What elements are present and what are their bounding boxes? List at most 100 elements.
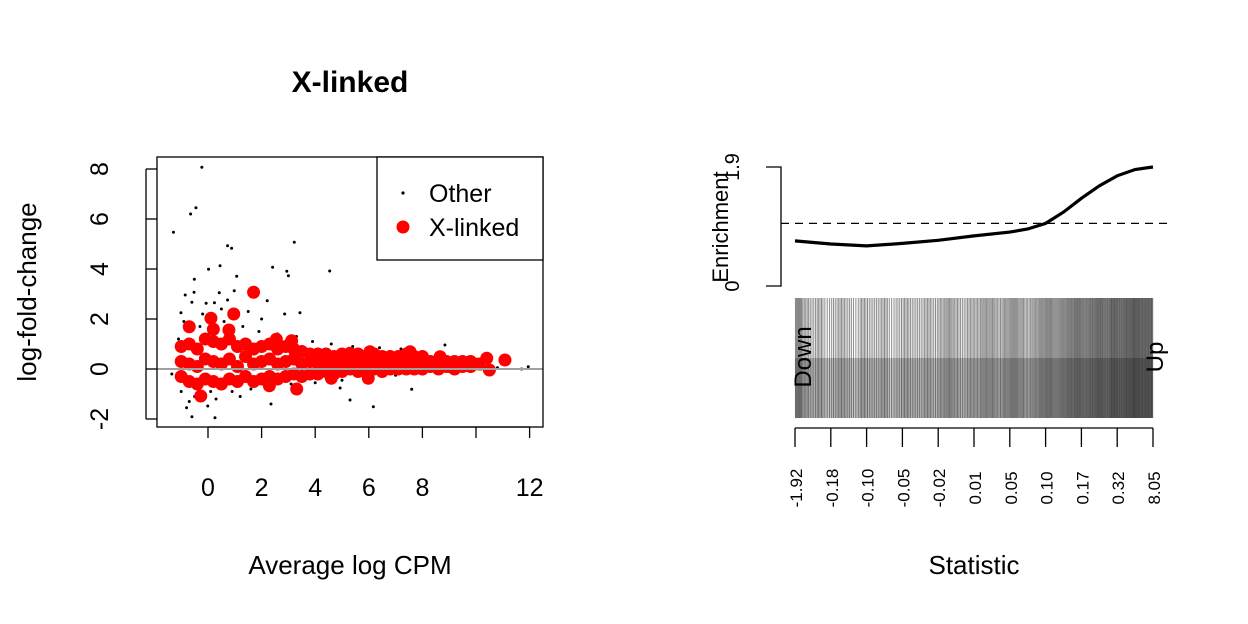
other-point (241, 325, 245, 328)
down-label: Down (790, 326, 817, 387)
x-tick-label: 0.17 (1073, 471, 1092, 504)
x-linked-point (290, 382, 304, 396)
other-point (201, 312, 205, 316)
other-point (226, 244, 230, 248)
other-point (378, 346, 382, 350)
x-axis-label: Statistic (928, 550, 1019, 580)
other-point (338, 386, 342, 390)
x-tick-label: 12 (516, 474, 544, 502)
other-point (209, 390, 213, 393)
other-point (230, 246, 234, 250)
md-plot: X-linked Average log CPM log-fold-change… (12, 66, 544, 580)
y-tick-label: 2 (86, 312, 114, 326)
enrichment-tick-label: 0 (722, 280, 744, 291)
y-tick-label: 8 (86, 162, 114, 176)
other-point (177, 337, 181, 341)
legend-marker-x-linked (396, 220, 410, 234)
x-tick-label: 0.01 (966, 471, 985, 504)
barcode-plot: Statistic Enrichment 0 1.9 Down Up -1.92… (708, 153, 1170, 580)
other-point (260, 317, 264, 321)
other-point (189, 212, 193, 216)
x-tick-label: 4 (308, 474, 322, 502)
other-point (222, 320, 226, 323)
other-point (371, 405, 375, 409)
enrichment-axis-label: Enrichment (708, 171, 733, 282)
other-point (235, 274, 239, 278)
other-point (171, 230, 175, 234)
x-axis-label: Average log CPM (248, 550, 451, 580)
x-linked-point (206, 322, 220, 336)
y-axis-label: log-fold-change (12, 202, 42, 381)
other-point (214, 397, 218, 401)
other-point (230, 390, 234, 393)
x-linked-point (227, 307, 241, 321)
other-point (313, 381, 317, 385)
other-point (257, 330, 261, 333)
x-linked-point (204, 311, 218, 325)
plot-frame (156, 156, 544, 428)
other-point (192, 277, 196, 281)
x-linked-point (194, 389, 208, 403)
other-point (348, 398, 352, 402)
other-point (526, 365, 530, 369)
enrichment-tick-label: 1.9 (722, 153, 744, 181)
other-point (246, 310, 250, 313)
other-point (212, 301, 216, 305)
x-tick-label: -0.18 (823, 469, 842, 508)
other-point (170, 372, 174, 376)
other-point (249, 387, 253, 391)
enrichment-axis: 0 1.9 (722, 153, 782, 292)
other-point (183, 293, 187, 297)
other-point (443, 343, 447, 347)
x-tick-label: 2 (255, 474, 269, 502)
other-point (410, 387, 414, 391)
other-point (200, 165, 204, 169)
other-point (271, 265, 275, 269)
other-point (217, 291, 221, 295)
other-point (311, 340, 315, 343)
other-point (298, 311, 302, 315)
legend: Other X-linked (376, 156, 544, 261)
x-tick-label: -1.92 (787, 469, 806, 508)
other-point (238, 395, 242, 398)
other-point (286, 274, 290, 278)
legend-marker-other (401, 191, 405, 195)
other-point (185, 406, 189, 410)
other-point (285, 269, 289, 273)
x-tick-label: -0.10 (859, 469, 878, 508)
other-point (219, 307, 223, 311)
other-point (206, 404, 210, 408)
x-linked-point (182, 320, 196, 334)
other-point (269, 402, 273, 406)
enrichment-curve (794, 165, 1154, 248)
legend-label-other: Other (429, 180, 492, 208)
x-linked-point (190, 342, 204, 356)
other-point (329, 342, 333, 346)
x-tick-label: 0.10 (1038, 471, 1057, 504)
y-tick-label: 6 (86, 212, 114, 226)
other-point (194, 206, 198, 210)
other-point (179, 390, 183, 393)
legend-box (376, 156, 544, 261)
x-linked-point (247, 285, 261, 299)
x-tick-label: 0 (201, 474, 215, 502)
other-point (213, 416, 217, 420)
x-tick-label: 0.32 (1109, 471, 1128, 504)
up-label: Up (1142, 342, 1169, 373)
x-tick-label: -0.05 (894, 469, 913, 508)
y-tick-label: -2 (86, 408, 114, 430)
x-tick-label: 6 (362, 474, 376, 502)
y-tick-label: 4 (86, 262, 114, 276)
chart-title: X-linked (292, 66, 409, 99)
other-point (232, 289, 236, 293)
other-point (207, 267, 211, 271)
other-point (187, 400, 191, 403)
barcode-shaded-band (795, 358, 1153, 418)
y-tick-label: 0 (86, 362, 114, 376)
x-tick-label: 8.05 (1145, 471, 1164, 504)
x-linked-point (472, 357, 486, 371)
legend-label-x-linked: X-linked (429, 214, 519, 242)
other-point (218, 264, 222, 268)
other-point (328, 269, 332, 273)
